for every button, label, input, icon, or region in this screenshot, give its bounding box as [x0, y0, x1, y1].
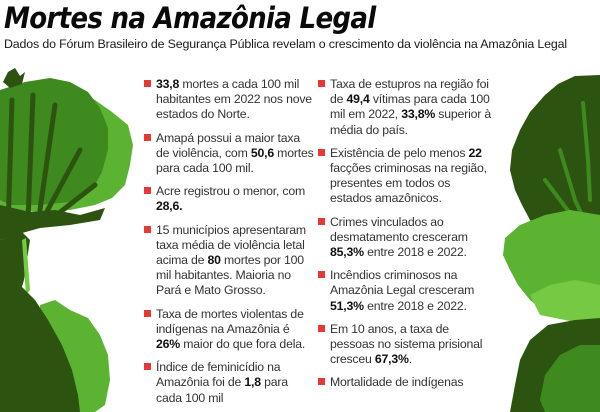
fact-item: Crimes vinculados ao desmatamento cresce…	[318, 215, 493, 261]
left-bush-dark	[0, 275, 80, 412]
left-column: 33,8 mortes a cada 100 mil habitantes em…	[144, 77, 314, 412]
fact-highlight: 49,4	[346, 92, 370, 107]
bullet-square-icon	[144, 225, 151, 233]
fact-text: superior à média do país.	[330, 107, 491, 137]
fact-text: Mortalidade de indígenas	[330, 375, 464, 390]
bullet-square-icon	[144, 80, 151, 87]
bullet-square-icon	[144, 133, 151, 141]
fact-text: 15 municípios apresentaram taxa média de…	[156, 222, 306, 268]
fact-text: Taxa de estupros na região foi de	[330, 77, 489, 107]
fact-item: 15 municípios apresentaram taxa média de…	[144, 223, 314, 299]
bullet-square-icon	[144, 309, 151, 317]
fact-text: Em 10 anos, a taxa de pessoas no sistema…	[330, 321, 483, 367]
left-tree-top-sprig	[3, 68, 25, 88]
bullet-square-icon	[318, 217, 325, 225]
fact-item: Taxa de mortes violentas de indígenas na…	[144, 307, 314, 353]
fact-highlight: 51,3%	[330, 298, 364, 313]
bullet-square-icon	[318, 80, 325, 87]
bullet-square-icon	[144, 363, 151, 371]
bullet-square-icon	[318, 148, 325, 156]
fact-highlight: 28,6.	[156, 199, 183, 214]
fact-text: maior do que fora dela.	[180, 337, 306, 352]
fact-item: Mortalidade de indígenas	[318, 375, 493, 390]
fact-text: Crimes vinculados ao desmatamento cresce…	[330, 214, 468, 244]
fact-highlight: 33,8%	[401, 107, 436, 122]
tree-illustrations	[0, 60, 600, 412]
fact-highlight: 26%	[156, 337, 181, 352]
infographic-title: Mortes na Amazônia Legal	[4, 1, 376, 35]
fact-text: Amapá possui a maior taxa de violência, …	[156, 130, 301, 160]
fact-highlight: 67,3%	[374, 352, 409, 367]
right-column: Taxa de estupros na região foi de 49,4 v…	[318, 77, 493, 399]
fact-highlight: 22	[468, 145, 482, 160]
fact-item: Incêndios criminosos na Amazônia Legal c…	[318, 268, 493, 314]
fact-highlight: 50,6	[250, 145, 274, 160]
fact-highlight: 85,3%	[330, 245, 364, 260]
fact-text: Incêndios criminosos na Amazônia Legal c…	[330, 268, 475, 298]
fact-text: Acre registrou o menor, com	[156, 184, 306, 199]
left-tree-canopy-mid	[0, 78, 108, 205]
fact-text: facções criminosas na região, presentes …	[330, 161, 487, 206]
fact-text: vítimas para cada 100 mil em 2022,	[330, 92, 490, 122]
right-tree-canopy-dark	[510, 75, 600, 240]
fact-text: entre 2018 e 2022.	[363, 245, 467, 260]
fact-item: Em 10 anos, a taxa de pessoas no sistema…	[318, 322, 493, 368]
fact-highlight: 33,8	[156, 77, 180, 91]
fact-item: Taxa de estupros na região foi de 49,4 v…	[318, 77, 493, 138]
fact-text: mortes para cada 100 mil.	[156, 145, 314, 176]
fact-text: para cada 100 mil	[156, 375, 288, 405]
fact-text: entre 2018 e 2022.	[363, 298, 467, 313]
fact-item: 33,8 mortes a cada 100 mil habitantes em…	[144, 77, 314, 123]
fact-item: Amapá possui a maior taxa de violência, …	[144, 131, 314, 177]
fact-highlight: 80	[207, 253, 221, 268]
bullet-square-icon	[318, 378, 325, 386]
bullet-square-icon	[318, 271, 325, 279]
tree-icon	[0, 68, 600, 412]
fact-item: Índice de feminicídio na Amazônia foi de…	[144, 360, 314, 406]
fact-highlight: 1,8	[244, 375, 261, 390]
infographic-subtitle: Dados do Fórum Brasileiro de Segurança P…	[4, 37, 568, 51]
fact-text: Taxa de mortes violentas de indígenas na…	[156, 306, 304, 336]
fact-text: mortes a cada 100 mil habitantes em 2022…	[156, 77, 312, 122]
fact-item: Existência de pelo menos 22 facções crim…	[318, 146, 493, 207]
fact-text: Existência de pelo menos	[330, 145, 469, 160]
fact-text: mortes por 100 mil habitantes. Maioria n…	[156, 253, 304, 298]
fact-text: .	[408, 352, 412, 367]
bullet-square-icon	[144, 187, 151, 195]
fact-text: Índice de feminicídio na Amazônia foi de	[156, 360, 281, 390]
bullet-square-icon	[318, 324, 325, 332]
fact-item: Acre registrou o menor, com 28,6.	[144, 184, 314, 214]
